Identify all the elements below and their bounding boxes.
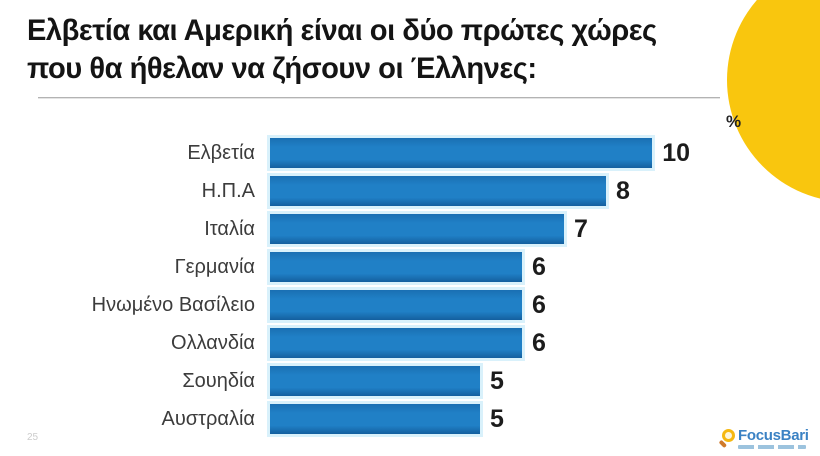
chart-row: Η.Π.Α 8	[15, 176, 690, 206]
chart-row: Ελβετία 10	[15, 138, 690, 168]
bar-area: 6	[270, 328, 690, 358]
bar-area: 6	[270, 252, 690, 282]
chart-row: Γερμανία 6	[15, 252, 690, 282]
category-label: Σουηδία	[182, 370, 255, 392]
chart-row: Αυστραλία 5	[15, 404, 690, 434]
value-label: 7	[574, 215, 588, 243]
value-label: 5	[490, 367, 504, 395]
value-label: 6	[532, 253, 546, 281]
bar	[270, 404, 480, 434]
bar-area: 5	[270, 404, 690, 434]
chart-row: Ολλανδία 6	[15, 328, 690, 358]
bar-area: 7	[270, 214, 690, 244]
magnifier-icon	[718, 429, 736, 451]
category-label: Ιταλία	[204, 218, 255, 240]
bar-area: 8	[270, 176, 690, 206]
logo-text: FocusBari	[738, 427, 809, 444]
bar	[270, 366, 480, 396]
bar	[270, 138, 653, 168]
value-label: 6	[532, 329, 546, 357]
category-label: Η.Π.Α	[201, 180, 255, 202]
chart-row: Σουηδία 5	[15, 366, 690, 396]
bar	[270, 252, 522, 282]
focusbari-logo: FocusBari	[718, 427, 809, 451]
value-label: 6	[532, 291, 546, 319]
slide-title-line-2: που θα ήθελαν να ζήσουν οι Έλληνες:	[27, 52, 537, 85]
category-label: Ελβετία	[187, 142, 255, 164]
bar	[270, 214, 564, 244]
chart-row: Ιταλία 7	[15, 214, 690, 244]
category-label: Ολλανδία	[171, 332, 255, 354]
category-label: Ηνωμένο Βασίλειο	[91, 294, 255, 316]
bar-area: 10	[270, 138, 690, 168]
accent-circle	[727, 0, 820, 202]
value-label: 10	[662, 139, 690, 167]
bar	[270, 290, 522, 320]
chart-row: Ηνωμένο Βασίλειο 6	[15, 290, 690, 320]
bar-area: 6	[270, 290, 690, 320]
bar-chart: Ελβετία 10 Η.Π.Α 8 Ιταλία 7 Γερμανία 6 Ηνωμένο Β…	[15, 138, 690, 442]
bar-area: 5	[270, 366, 690, 396]
slide-title: Ελβετία και Αμερική είναι οι δύο πρώτες …	[27, 12, 725, 88]
value-label: 8	[616, 177, 630, 205]
category-label: Αυστραλία	[161, 408, 255, 430]
logo-tagline	[738, 445, 806, 449]
title-underline	[38, 97, 720, 99]
percent-unit-label: %	[726, 112, 742, 131]
value-label: 5	[490, 405, 504, 433]
category-label: Γερμανία	[174, 256, 255, 278]
bar	[270, 176, 606, 206]
page-number: 25	[27, 432, 39, 443]
bar	[270, 328, 522, 358]
slide-title-line-1: Ελβετία και Αμερική είναι οι δύο πρώτες …	[27, 14, 657, 47]
logo-text-column: FocusBari	[738, 427, 809, 449]
magnifier-ring	[722, 429, 735, 442]
